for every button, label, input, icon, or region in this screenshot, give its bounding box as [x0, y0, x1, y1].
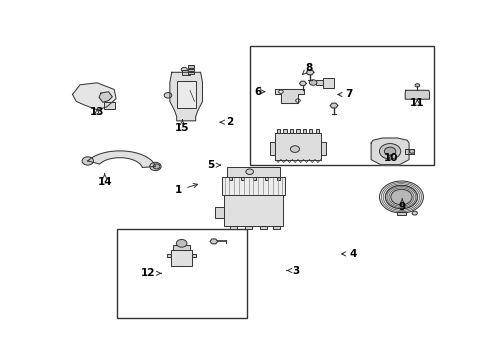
Circle shape	[278, 90, 283, 93]
Bar	[229, 177, 232, 180]
Bar	[276, 129, 280, 133]
Text: 6: 6	[254, 87, 264, 97]
Polygon shape	[88, 151, 155, 167]
Bar	[269, 141, 275, 156]
Text: 1: 1	[175, 184, 197, 195]
Circle shape	[411, 211, 417, 215]
Bar	[283, 129, 286, 133]
Circle shape	[414, 84, 419, 87]
Text: 4: 4	[341, 249, 356, 259]
Polygon shape	[72, 83, 116, 110]
Bar	[182, 70, 189, 75]
Polygon shape	[329, 103, 337, 108]
Bar	[273, 226, 280, 229]
Circle shape	[164, 93, 171, 98]
Text: 15: 15	[175, 120, 189, 133]
Bar	[322, 77, 333, 87]
Bar	[117, 229, 246, 318]
Bar	[396, 212, 405, 215]
Text: 12: 12	[141, 268, 161, 278]
Circle shape	[149, 162, 161, 171]
Polygon shape	[305, 70, 313, 75]
Bar	[188, 69, 194, 71]
Text: 11: 11	[409, 98, 424, 108]
Bar	[229, 226, 236, 229]
Bar	[176, 81, 195, 108]
Bar	[249, 46, 433, 165]
Circle shape	[245, 169, 253, 175]
Bar	[104, 102, 114, 109]
Bar	[188, 72, 194, 74]
Circle shape	[290, 146, 299, 152]
Text: 2: 2	[220, 117, 233, 127]
Circle shape	[82, 157, 93, 165]
Bar	[214, 207, 224, 219]
Text: 10: 10	[383, 153, 397, 163]
Circle shape	[176, 239, 186, 247]
Polygon shape	[99, 92, 112, 102]
Polygon shape	[370, 138, 408, 165]
Bar	[173, 245, 189, 250]
Text: 5: 5	[207, 160, 220, 170]
Circle shape	[390, 189, 411, 205]
Bar	[316, 80, 322, 85]
Text: 3: 3	[286, 266, 299, 275]
Text: 8: 8	[302, 63, 312, 75]
Bar	[276, 177, 279, 180]
Bar	[253, 177, 256, 180]
Bar	[244, 226, 251, 229]
Circle shape	[408, 149, 414, 153]
Text: 14: 14	[97, 174, 112, 187]
Polygon shape	[299, 81, 305, 86]
Bar	[171, 250, 192, 266]
Bar	[289, 129, 292, 133]
Bar	[224, 195, 282, 226]
Bar	[167, 254, 171, 257]
Bar	[188, 66, 194, 68]
Text: 9: 9	[398, 199, 405, 212]
Circle shape	[181, 67, 187, 72]
Polygon shape	[405, 90, 428, 99]
Bar	[264, 177, 267, 180]
Circle shape	[295, 99, 300, 102]
Circle shape	[384, 147, 395, 156]
Text: 13: 13	[90, 108, 104, 117]
Circle shape	[379, 144, 400, 159]
Bar	[296, 129, 299, 133]
Bar	[320, 141, 325, 156]
Bar	[222, 177, 284, 195]
Bar	[405, 149, 413, 153]
Text: 7: 7	[337, 90, 352, 99]
Bar	[192, 254, 196, 257]
Polygon shape	[169, 72, 202, 121]
Bar	[303, 129, 305, 133]
Circle shape	[153, 164, 160, 169]
Circle shape	[385, 185, 417, 209]
Polygon shape	[275, 90, 303, 103]
Bar	[226, 167, 279, 177]
Circle shape	[379, 181, 423, 213]
Bar	[241, 177, 244, 180]
Bar	[309, 129, 312, 133]
Bar	[260, 226, 266, 229]
Circle shape	[309, 80, 316, 85]
Bar	[275, 133, 320, 159]
Polygon shape	[210, 239, 217, 244]
Bar	[315, 129, 318, 133]
